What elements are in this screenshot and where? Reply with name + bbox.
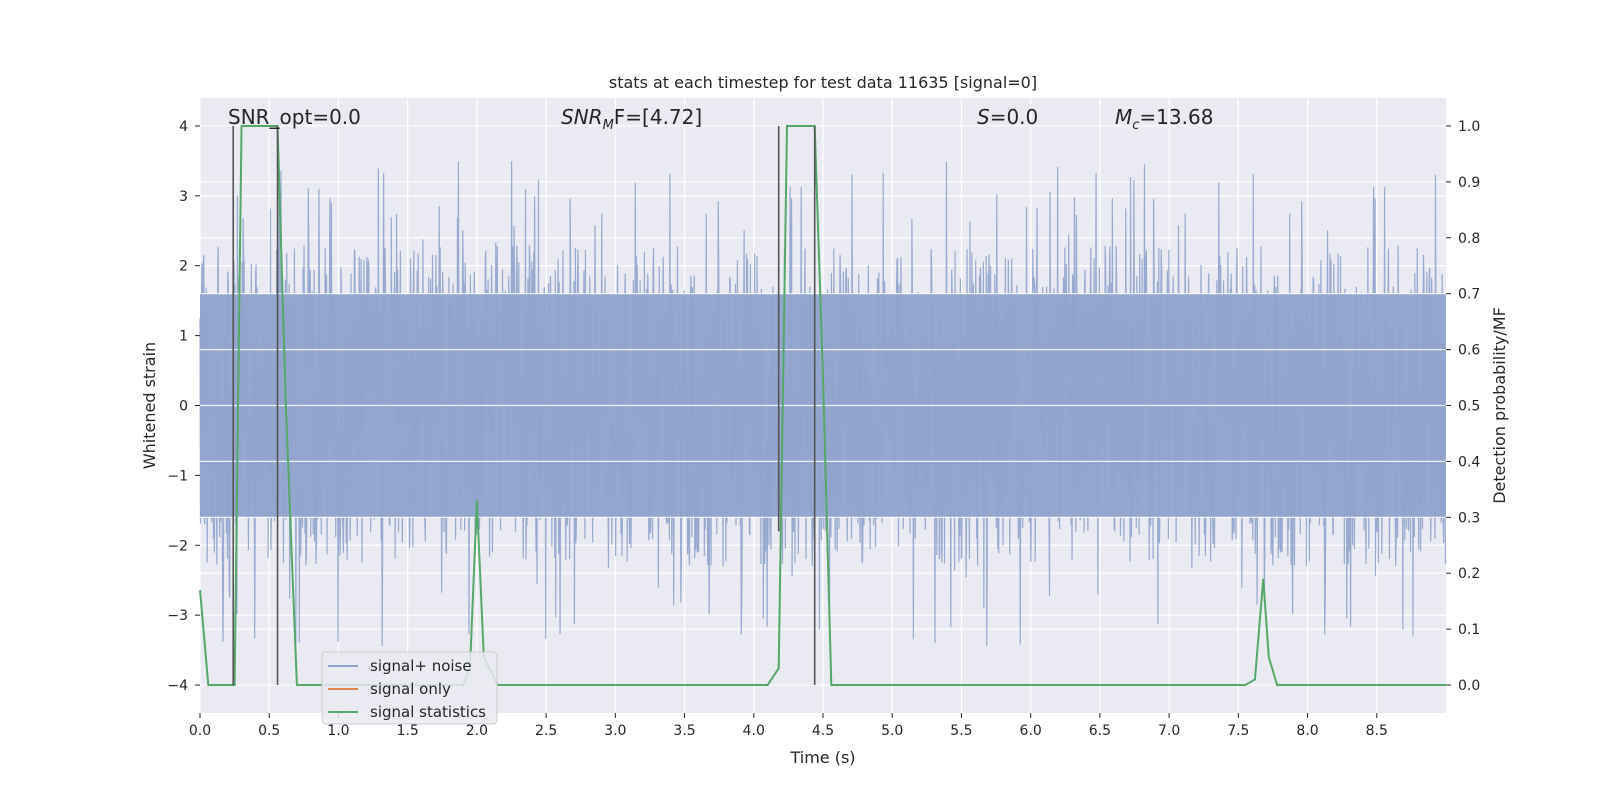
annotation-mc-rest: =13.68 <box>1139 105 1213 129</box>
x-tick-label-13: 6.5 <box>1089 723 1111 739</box>
annotation-mc-main: M <box>1115 105 1132 129</box>
y-right-tick-label-1: 0.1 <box>1458 622 1480 638</box>
annotation-s: S=0.0 <box>977 105 1038 129</box>
x-tick-label-14: 7.0 <box>1158 723 1180 739</box>
x-tick-label-10: 5.0 <box>881 723 903 739</box>
annotation-snr-mf-rest: F=[4.72] <box>614 105 702 129</box>
annotation-mc-sub: c <box>1132 118 1139 133</box>
x-tick-label-11: 5.5 <box>950 723 972 739</box>
x-tick-label-3: 1.5 <box>397 723 419 739</box>
y-right-tick-label-3: 0.3 <box>1458 510 1480 526</box>
y-right-tick-label-8: 0.8 <box>1458 231 1480 247</box>
y-left-tick-label-3: −1 <box>167 468 188 484</box>
y-left-tick-label-1: −3 <box>167 608 188 624</box>
signal-statistics-series <box>199 124 1446 687</box>
legend-label-signal-noise: signal+ noise <box>370 657 472 675</box>
x-tick-label-2: 1.0 <box>327 723 349 739</box>
x-tick-label-1: 0.5 <box>258 723 280 739</box>
legend-label-signal-statistics: signal statistics <box>370 703 486 721</box>
y-left-tick-label-6: 2 <box>179 259 188 275</box>
y-right-axis-label: Detection probability/MF <box>1490 307 1509 504</box>
legend-box <box>321 651 498 725</box>
x-axis-ticks: 0.0 0.5 1.0 1.5 2.0 2.5 3.0 3.5 4.0 4.5 5.0 5.5 6.0 6… <box>189 713 1388 739</box>
y-left-tick-label-5: 1 <box>179 329 188 345</box>
x-tick-label-17: 8.5 <box>1366 723 1388 739</box>
x-tick-label-8: 4.0 <box>743 723 765 739</box>
chart-title: stats at each timestep for test data 116… <box>609 73 1037 92</box>
x-tick-label-5: 2.5 <box>535 723 557 739</box>
annotation-snr-mf: SNRMF=[4.72] <box>561 105 702 133</box>
x-tick-label-9: 4.5 <box>812 723 834 739</box>
y-left-axis-label: Whitened strain <box>140 342 159 469</box>
y-right-tick-label-10: 1.0 <box>1458 119 1480 135</box>
legend-label-signal-only: signal only <box>370 680 451 698</box>
y-right-tick-label-7: 0.7 <box>1458 287 1480 303</box>
annotation-snr-mf-sub: M <box>603 118 614 133</box>
y-right-tick-label-6: 0.6 <box>1458 343 1480 359</box>
annotation-snr-opt: SNR_opt=0.0 <box>228 105 361 129</box>
y-right-tick-label-9: 0.9 <box>1458 175 1480 191</box>
y-left-axis-ticks: −4 −3 −2 −1 0 1 2 3 4 <box>167 119 200 694</box>
x-tick-label-6: 3.0 <box>604 723 626 739</box>
x-tick-label-7: 3.5 <box>673 723 695 739</box>
x-tick-label-16: 8.0 <box>1296 723 1318 739</box>
vertical-markers <box>232 125 816 686</box>
signal-statistics-line <box>199 124 1446 687</box>
y-left-tick-label-2: −2 <box>167 538 188 554</box>
annotation-s-rest: =0.0 <box>990 105 1039 129</box>
annotation-mc: Mc=13.68 <box>1115 105 1213 133</box>
annotation-snr-mf-main: SNR <box>561 105 603 129</box>
y-right-axis-ticks: 0.0 0.1 0.2 0.3 0.4 0.5 0.6 0.7 0.8 0.9 1.0 <box>1446 119 1480 694</box>
y-left-tick-label-0: −4 <box>167 678 188 694</box>
annotation-s-main: S <box>977 105 990 129</box>
y-right-tick-label-4: 0.4 <box>1458 454 1480 470</box>
y-right-tick-label-2: 0.2 <box>1458 566 1480 582</box>
x-axis-label: Time (s) <box>789 748 855 767</box>
x-tick-label-15: 7.5 <box>1227 723 1249 739</box>
x-tick-label-4: 2.0 <box>466 723 488 739</box>
y-left-tick-label-4: 0 <box>179 399 188 415</box>
y-right-tick-label-0: 0.0 <box>1458 678 1480 694</box>
x-tick-label-12: 6.0 <box>1020 723 1042 739</box>
y-left-tick-label-7: 3 <box>179 189 188 205</box>
x-tick-label-0: 0.0 <box>189 723 211 739</box>
y-left-tick-label-8: 4 <box>179 119 188 135</box>
y-right-tick-label-5: 0.5 <box>1458 399 1480 415</box>
legend: signal+ noise signal only signal statist… <box>321 651 498 725</box>
